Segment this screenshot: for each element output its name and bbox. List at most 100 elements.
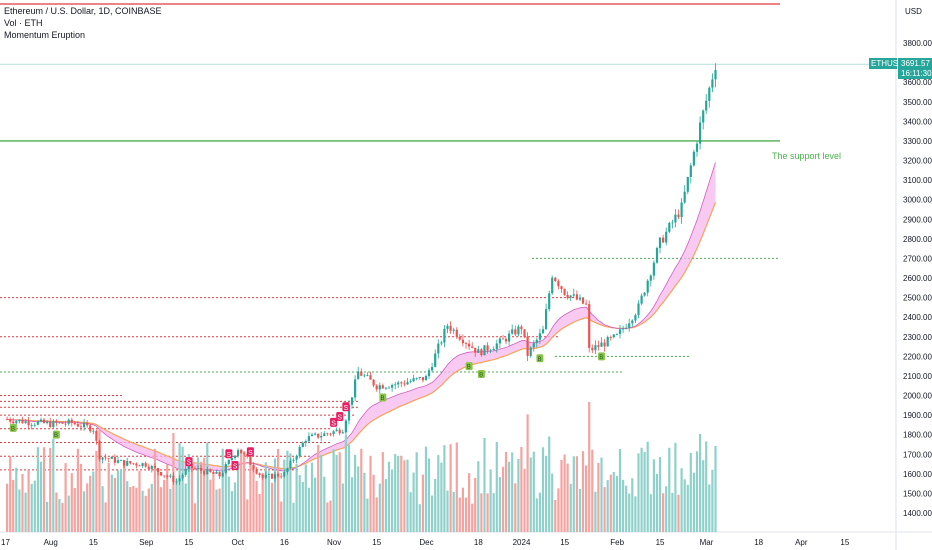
candle-body: [310, 434, 314, 437]
candle-body: [689, 165, 692, 177]
volume-bar: [329, 500, 332, 532]
candle-body: [625, 327, 628, 329]
sell-signal-label-5: S: [337, 415, 342, 422]
volume-bar: [184, 483, 187, 532]
volume-bar: [409, 492, 412, 532]
candle-body: [329, 433, 332, 435]
time-tick-4: 15: [184, 538, 193, 547]
volume-bar: [357, 466, 360, 532]
candle-body: [566, 294, 569, 298]
price-tick-4: 1800.00: [903, 431, 932, 440]
candle-body: [378, 385, 381, 390]
candle-body: [483, 345, 486, 356]
candle-body: [532, 343, 535, 348]
candle-body: [335, 429, 338, 432]
candle-body: [73, 422, 76, 425]
volume-bar: [317, 444, 320, 532]
time-axis[interactable]: 17 Aug 15 Sep 15 Oct 16 Nov 15 Dec 18 2024 15 Feb 15 Ma…: [1, 538, 850, 547]
candle-body: [714, 70, 717, 80]
price-tick-10: 2400.00: [903, 313, 932, 322]
candle-body: [458, 336, 461, 340]
candle-body: [434, 353, 437, 367]
volume-bar: [603, 487, 606, 532]
candle-body: [255, 469, 258, 474]
candle-body: [646, 280, 649, 293]
candle-body: [437, 343, 440, 354]
momentum-cloud-layer: [7, 162, 717, 472]
volume-bar: [523, 468, 526, 532]
volume-bar: [206, 442, 209, 532]
candle-body: [372, 379, 375, 386]
candle-body: [12, 421, 15, 424]
momentum-indicator-label[interactable]: Momentum Eruption: [4, 30, 86, 40]
candle-body: [569, 295, 572, 298]
candle-body: [304, 441, 307, 443]
buy-signal-1: [52, 430, 60, 439]
volume-bar: [160, 487, 163, 532]
candle-body: [249, 456, 252, 465]
candle-body: [9, 419, 12, 422]
volume-bar: [689, 452, 692, 532]
volume-bar: [42, 447, 46, 532]
candle-body: [449, 325, 452, 331]
time-tick-8: 15: [372, 538, 381, 547]
volume-bar: [575, 456, 578, 532]
candle-body: [495, 343, 498, 350]
volume-bar: [83, 491, 86, 532]
volume-bar: [634, 496, 637, 532]
volume-bar: [427, 458, 431, 532]
volume-bar: [560, 459, 563, 532]
volume-bar: [39, 461, 43, 532]
candle-body: [83, 422, 86, 428]
candle-body: [317, 433, 320, 438]
buy-signal-label-2: B: [381, 396, 385, 402]
volume-bar: [240, 448, 243, 532]
volume-bar: [498, 477, 501, 532]
volume-bar: [397, 455, 400, 532]
volume-bar: [597, 462, 600, 532]
chart-pane: [0, 0, 896, 550]
volume-bar: [443, 445, 446, 532]
candle-body: [221, 472, 224, 477]
candle-body: [184, 468, 187, 475]
volume-bar: [471, 503, 474, 532]
volume-bar: [116, 470, 120, 532]
volume-bar: [273, 458, 277, 532]
volume-bar: [332, 449, 335, 532]
volume-bar: [344, 434, 347, 532]
candle-body: [21, 419, 24, 424]
volume-indicator-label[interactable]: Vol · ETH: [4, 18, 43, 28]
candle-body: [477, 349, 480, 353]
sell-signal-2: [231, 461, 239, 470]
candle-body: [280, 476, 283, 478]
volume-bar: [218, 488, 221, 532]
volume-bar: [350, 477, 354, 532]
volume-bar: [415, 452, 418, 532]
volume-bar: [295, 463, 298, 532]
candle-body: [622, 328, 625, 330]
volume-bar: [468, 473, 471, 532]
candle-body: [178, 478, 181, 482]
candle-body: [560, 286, 563, 289]
volume-bar: [665, 486, 668, 532]
price-tick-6: 2000.00: [903, 392, 932, 401]
buy-signal-label-3: B: [467, 365, 471, 371]
volume-bar: [551, 473, 554, 532]
candle-body: [350, 397, 354, 405]
currency-label[interactable]: USD: [905, 7, 922, 16]
volume-bar: [221, 448, 224, 532]
candle-body: [554, 277, 557, 282]
price-tick-22: 3600.00: [903, 78, 932, 87]
volume-bar: [270, 482, 274, 532]
volume-bar: [375, 497, 378, 532]
candle-body: [215, 472, 218, 474]
candle-body: [588, 304, 591, 348]
candle-body: [193, 468, 197, 469]
volume-bar: [98, 429, 101, 532]
candle-body: [541, 329, 545, 334]
volume-bar: [64, 463, 67, 532]
candle-body: [446, 325, 449, 329]
price-axis[interactable]: 1400.00 1500.00 1600.00 1700.00 1800.00 1900.…: [903, 39, 932, 518]
symbol-title[interactable]: Ethereum / U.S. Dollar, 1D, COINBASE: [4, 6, 162, 16]
